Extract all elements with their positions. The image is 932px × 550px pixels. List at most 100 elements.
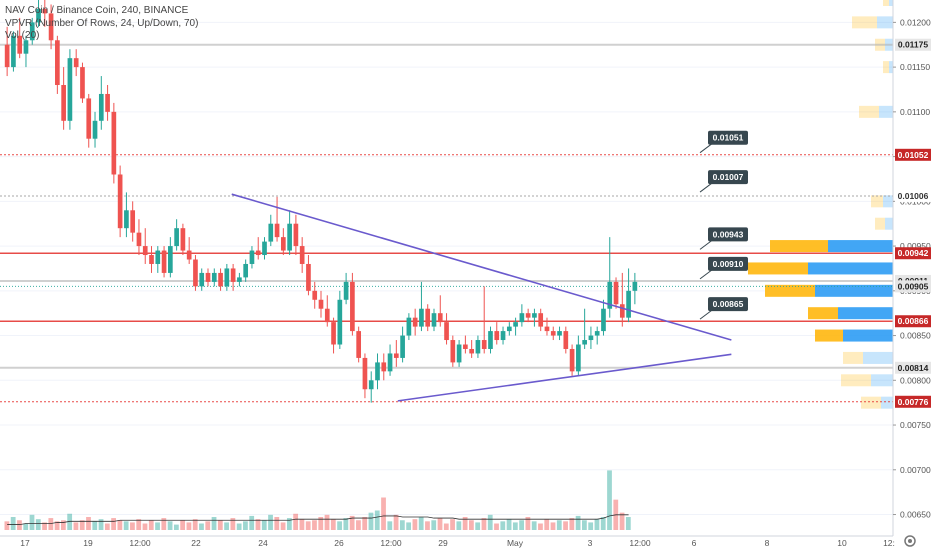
vp-row-down — [748, 262, 808, 275]
volume-bar — [531, 521, 537, 530]
candle-body — [142, 246, 148, 256]
candle-body — [331, 322, 336, 345]
candle-body — [312, 290, 318, 300]
time-tick-label: 10 — [837, 538, 847, 548]
volume-bar — [487, 514, 493, 530]
candle-body — [117, 174, 123, 229]
candle-body — [237, 277, 242, 282]
legend-volume[interactable]: Vol (20) — [5, 30, 40, 41]
candle-body — [431, 313, 437, 327]
callout-pointer — [699, 143, 713, 154]
volume-bar — [205, 521, 211, 530]
candle-body — [444, 322, 449, 341]
candle-body — [136, 232, 142, 247]
volume-bar — [243, 521, 248, 530]
time-tick-label: 6 — [692, 538, 697, 548]
vp-row-down — [815, 329, 843, 342]
candle-body — [437, 313, 443, 323]
callout-label: 0.01051 — [713, 133, 744, 143]
vp-row-down — [765, 284, 815, 297]
candle-body — [381, 362, 387, 372]
volume-bar — [469, 520, 474, 530]
legend-vpvr[interactable]: VPVR (Number Of Rows, 24, Up/Down, 70) — [5, 17, 199, 29]
legend-symbol[interactable]: NAV Coin / Binance Coin, 240, BINANCE — [5, 5, 189, 16]
candle-body — [412, 317, 418, 327]
volume-bar — [286, 518, 292, 530]
candle-body — [513, 322, 518, 327]
vp-row-down — [852, 16, 877, 29]
vp-row-down — [859, 105, 879, 118]
candle-body — [130, 210, 136, 233]
vp-row-up — [879, 105, 893, 118]
price-tag-bg — [895, 189, 931, 202]
price-callouts: 0.01051 0.01007 0.00943 0.00910 0.00865 — [699, 130, 748, 320]
candle-body — [557, 331, 562, 336]
time-tick-label: 19 — [83, 538, 93, 548]
trendlines — [231, 193, 732, 402]
volume-bars — [4, 470, 631, 530]
candle-body — [582, 340, 587, 345]
candle-body — [36, 8, 41, 23]
price-tick-label: 0.00800 — [900, 375, 931, 385]
volume-bar — [456, 521, 462, 530]
candle-body — [174, 228, 179, 247]
volume-bar — [161, 518, 167, 530]
candle-body — [594, 331, 600, 336]
candlesticks — [4, 0, 638, 403]
callout-box — [708, 130, 748, 145]
candle-body — [42, 8, 48, 14]
volume-bar — [73, 522, 79, 530]
candle-body — [67, 58, 73, 121]
candle-body — [17, 35, 23, 54]
gear-icon[interactable] — [903, 534, 917, 548]
callout-box — [708, 170, 748, 185]
volume-bar — [588, 522, 594, 530]
candle-body — [456, 344, 462, 363]
volume-bar — [186, 522, 192, 530]
volume-bar — [54, 521, 60, 530]
price-tick-label: 0.00950 — [900, 241, 931, 251]
candle-body — [588, 335, 594, 341]
callout-pointer — [699, 269, 713, 280]
price-tick-label: 0.00650 — [900, 510, 931, 520]
candle-body — [48, 13, 54, 41]
volume-bar — [136, 519, 142, 530]
volume-bar — [387, 521, 393, 530]
candle-body — [287, 223, 292, 251]
candle-body — [80, 67, 85, 99]
candle-body — [199, 272, 205, 287]
candle-body — [481, 340, 487, 349]
volume-bar — [142, 523, 148, 530]
volume-bar — [538, 523, 543, 530]
candle-body — [350, 281, 355, 332]
volume-bar — [230, 518, 236, 530]
volume-bar — [607, 470, 612, 530]
candle-body — [86, 98, 92, 139]
time-tick-label: 17 — [20, 538, 30, 548]
candle-body — [262, 241, 267, 256]
volume-bar — [293, 513, 299, 530]
candle-body — [218, 272, 223, 287]
volume-bar — [211, 517, 217, 530]
candle-body — [155, 250, 161, 264]
trendline — [397, 353, 732, 402]
candle-body — [324, 308, 330, 323]
volume-bar — [173, 524, 179, 530]
volume-bar — [349, 515, 355, 530]
volume-bar — [563, 521, 568, 530]
callout-label: 0.01007 — [713, 172, 744, 182]
volume-bar — [10, 517, 16, 530]
price-tick-label: 0.00750 — [900, 420, 931, 430]
volume-bar — [217, 520, 223, 530]
candle-body — [519, 313, 525, 323]
volume-bar — [418, 517, 424, 530]
price-tag-label: 0.00942 — [898, 248, 929, 258]
candle-body — [55, 40, 60, 86]
vp-row-down — [883, 61, 889, 74]
vp-row-up — [889, 61, 893, 74]
vp-row-up — [885, 217, 893, 230]
candle-body — [11, 35, 16, 68]
volume-bar — [506, 519, 512, 530]
volume-ma-line — [7, 514, 629, 525]
